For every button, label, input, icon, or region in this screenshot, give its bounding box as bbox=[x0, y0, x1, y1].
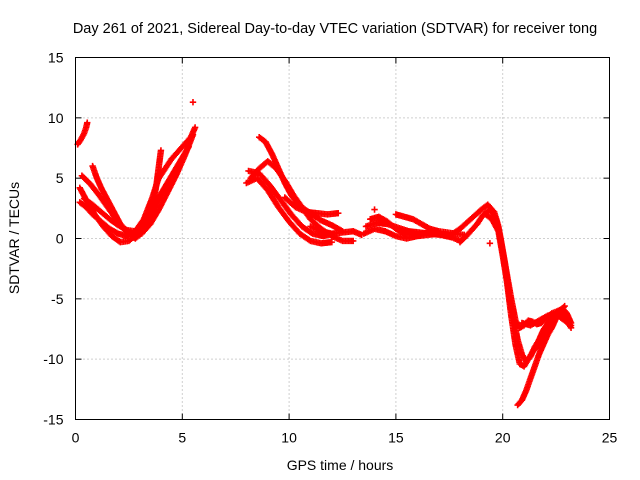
data-point bbox=[544, 312, 551, 319]
x-tick-label: 25 bbox=[602, 430, 618, 446]
y-tick-label: 10 bbox=[48, 110, 64, 126]
y-axis-title: SDTVAR / TECUs bbox=[6, 182, 22, 294]
data-point bbox=[189, 98, 197, 106]
plot-frame bbox=[75, 57, 610, 420]
data-point bbox=[157, 147, 165, 154]
series-arc-12 bbox=[281, 194, 340, 218]
series-arc-7 bbox=[155, 125, 198, 182]
data-point bbox=[371, 206, 378, 213]
series-arc-23 bbox=[555, 305, 574, 325]
series-arc-21 bbox=[514, 304, 567, 409]
series-arc-5 bbox=[89, 148, 164, 242]
x-tick-label: 10 bbox=[281, 430, 297, 446]
x-tick-label: 0 bbox=[72, 430, 80, 446]
y-tick-label: -15 bbox=[43, 412, 63, 428]
x-tick-label: 5 bbox=[178, 430, 186, 446]
data-points bbox=[74, 98, 575, 409]
x-axis-title: GPS time / hours bbox=[287, 457, 394, 473]
y-tick-labels: -15 -10 -5 0 5 10 15 bbox=[43, 50, 63, 428]
y-tick-label: -10 bbox=[43, 351, 63, 367]
y-tick-label: 0 bbox=[56, 231, 64, 247]
data-point bbox=[191, 124, 199, 131]
y-tick-label: -5 bbox=[51, 291, 64, 307]
series-arc-17 bbox=[362, 219, 454, 241]
data-point bbox=[486, 240, 494, 247]
data-point bbox=[567, 319, 575, 327]
y-tick-label: 15 bbox=[48, 50, 64, 66]
data-point bbox=[144, 212, 152, 219]
series-arc-6 bbox=[74, 121, 91, 148]
chart-title: Day 261 of 2021, Sidereal Day-to-day VTE… bbox=[73, 21, 597, 37]
y-tick-label: 5 bbox=[56, 170, 64, 186]
data-point bbox=[84, 119, 91, 126]
data-point bbox=[335, 209, 342, 217]
data-point bbox=[349, 237, 357, 245]
x-tick-labels: 0 5 10 15 20 25 bbox=[72, 430, 618, 446]
data-point bbox=[157, 191, 165, 199]
data-point bbox=[328, 238, 336, 246]
series-arc-22 bbox=[518, 313, 550, 329]
x-tick-label: 20 bbox=[495, 430, 511, 446]
x-tick-label: 15 bbox=[388, 430, 404, 446]
